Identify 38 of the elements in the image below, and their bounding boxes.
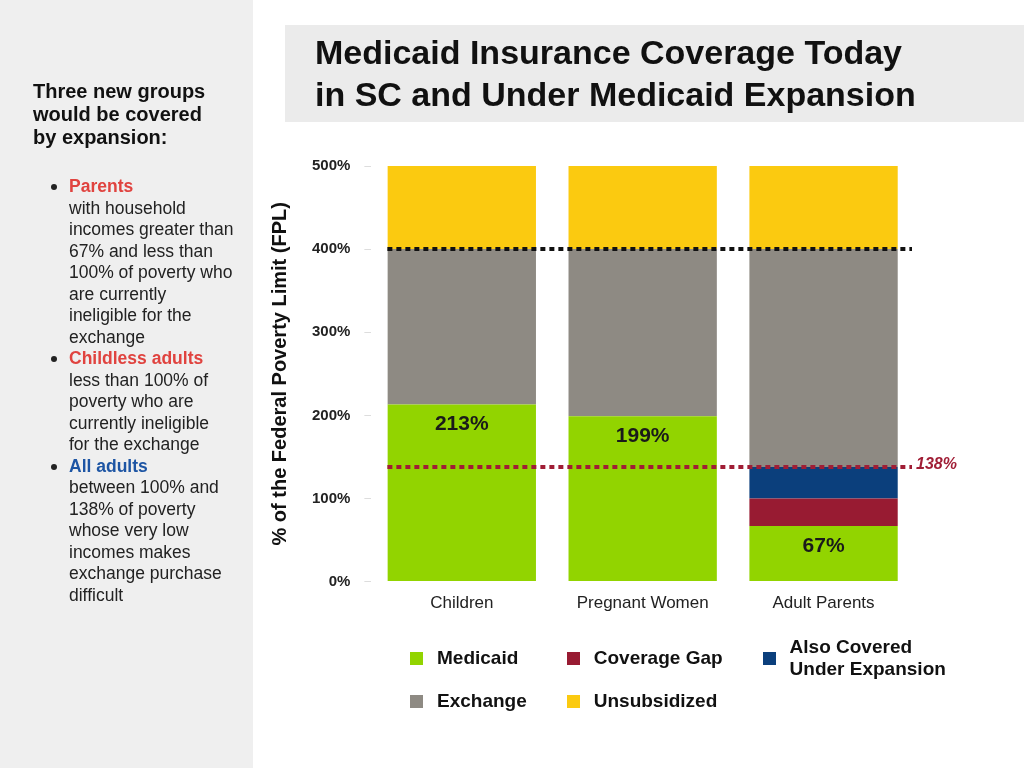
bar <box>568 166 717 250</box>
bar <box>749 249 898 467</box>
y-tick-label: 300% <box>311 322 351 340</box>
legend-label: Also Covered Under Expansion <box>789 636 947 680</box>
bar <box>387 249 536 405</box>
bar <box>387 166 536 250</box>
x-tick-label: Pregnant Women <box>576 593 709 613</box>
x-tick-label: Adult Parents <box>772 593 875 613</box>
data-label: 199% <box>615 422 670 446</box>
text: with household incomes greater than 67% and less than 100% of poverty who are currently ineligible for the exchange <box>69 197 234 348</box>
bar <box>387 404 536 582</box>
y-tick-label: 400% <box>311 239 351 257</box>
legend-label: Unsubsidized <box>593 690 718 712</box>
text: Three new groups would be covered by expansion: <box>33 80 207 149</box>
bar <box>749 466 898 499</box>
text: less than 100% of poverty who are currently ineligible for the exchange <box>69 369 211 456</box>
bar <box>749 525 898 582</box>
chart-title: Medicaid Insurance Coverage Today in SC and Under Medicaid Expansion <box>315 32 917 115</box>
y-tick-label: 200% <box>311 405 351 423</box>
y-tick-label: 0% <box>328 571 351 589</box>
y-tick-label: 100% <box>311 488 351 506</box>
x-tick-label: Children <box>430 593 494 613</box>
text: Parents <box>69 176 135 198</box>
bar <box>568 416 717 582</box>
bar <box>749 498 898 526</box>
data-label: 67% <box>802 532 845 556</box>
legend-label: Exchange <box>437 690 527 712</box>
text: between 100% and 138% of poverty whose very low incomes makes exchange purchase difficult <box>69 477 223 606</box>
data-label: 213% <box>434 411 489 435</box>
bar <box>568 249 717 417</box>
text: Childless adults <box>69 348 205 370</box>
y-tick-label: 500% <box>311 156 351 174</box>
ref-line-label: 138% <box>916 455 957 473</box>
y-axis-title: % of the Federal Poverty Limit (FPL) <box>267 202 290 546</box>
text: All adults <box>69 455 149 477</box>
legend-label: Medicaid <box>437 647 519 669</box>
legend-label: Coverage Gap <box>593 647 723 669</box>
bar <box>749 166 898 250</box>
